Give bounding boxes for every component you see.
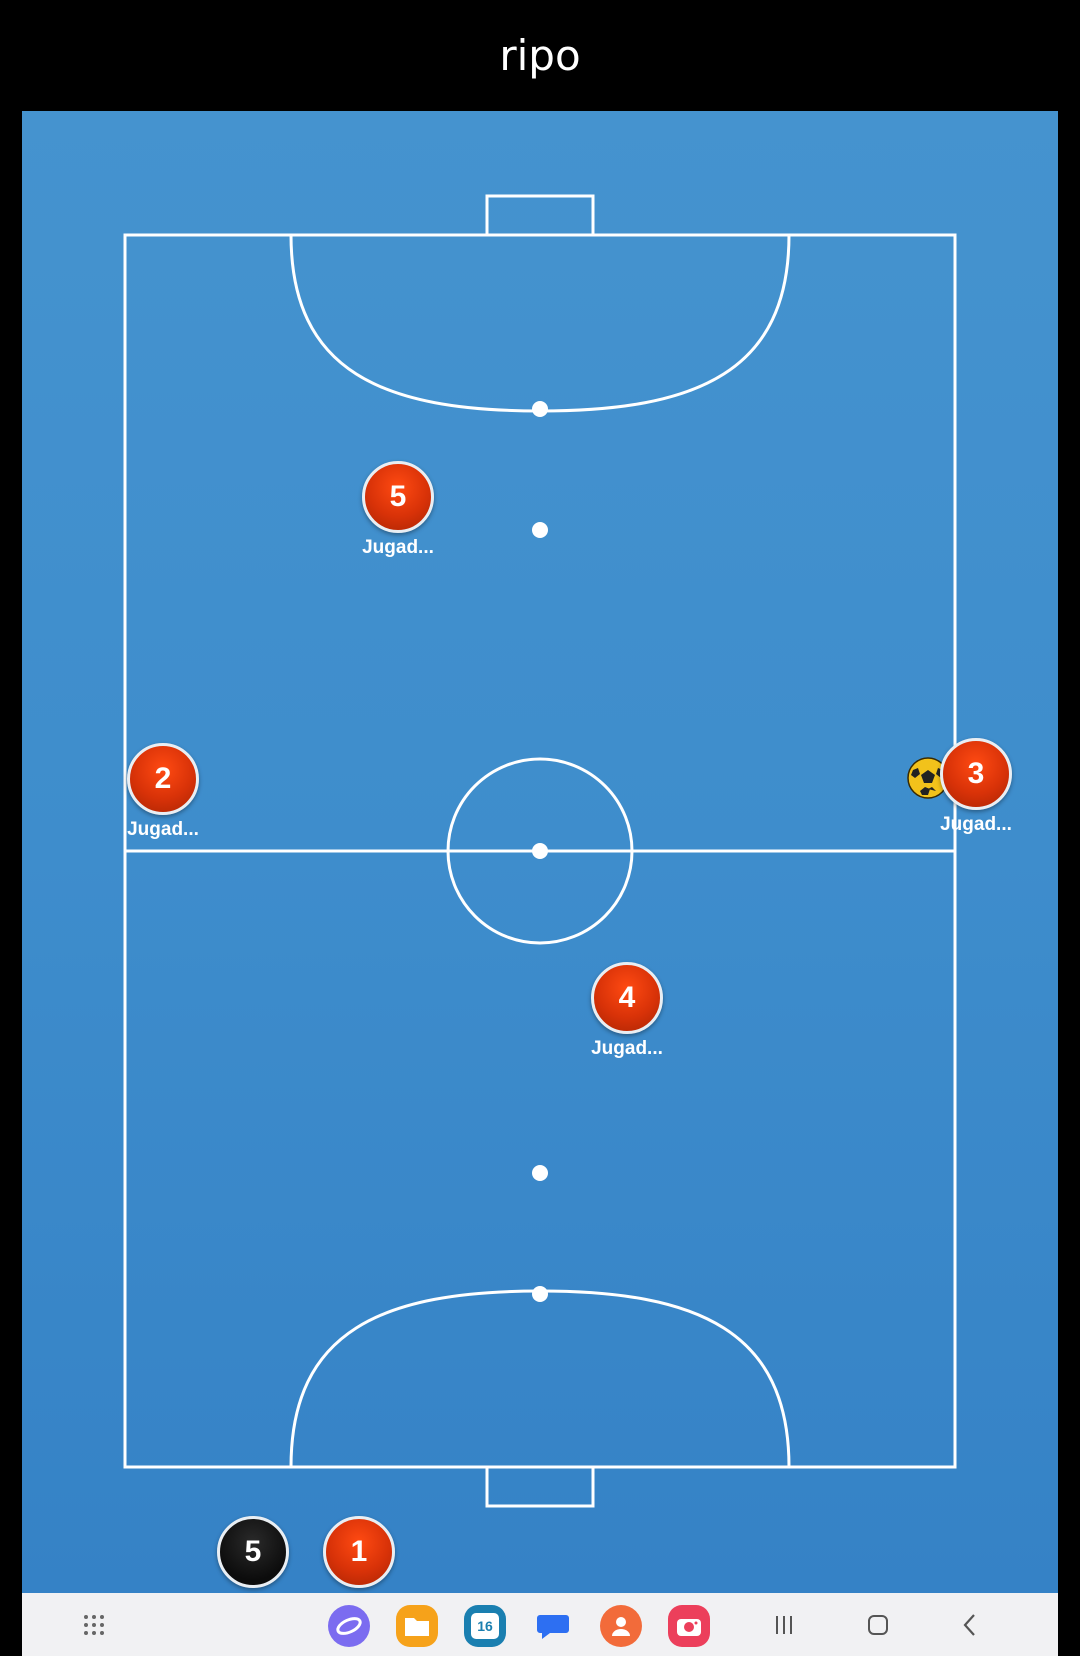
court-lines [123,194,957,1508]
messages-app-icon[interactable] [532,1605,574,1647]
bottom-second-penalty-spot [532,1165,548,1181]
bottom-penalty-spot [532,1286,548,1302]
top-penalty-area [289,234,791,413]
top-goal [485,194,595,237]
player-number: 4 [618,981,636,1014]
calendar-app-icon[interactable]: 16 [464,1605,506,1647]
player-label: Jugad... [127,819,199,840]
apps-grid-button[interactable] [74,1593,114,1656]
player-number: 2 [154,762,172,795]
recent-apps-button[interactable] [764,1593,804,1656]
recents-icon [776,1615,792,1634]
apps-grid-icon [84,1614,104,1635]
center-spot [532,843,548,859]
futsal-court[interactable]: 5 Jugad... 2 Jugad... 3 Jugad... 4 Jugad… [22,111,1058,1593]
player-label: Jugad... [362,537,434,558]
player-number: 5 [389,480,407,513]
calendar-day: 16 [477,1618,493,1634]
center-circle [446,757,634,945]
player-token-3[interactable]: 3 [940,738,1012,810]
home-icon [868,1614,888,1635]
back-icon [963,1613,975,1636]
left-frame [0,111,22,1593]
contacts-app-icon[interactable] [600,1605,642,1647]
camera-app-icon[interactable] [668,1605,710,1647]
player-label: Jugad... [940,814,1012,835]
back-button[interactable] [950,1593,990,1656]
player-number: 5 [244,1535,262,1568]
player-number: 3 [967,757,985,790]
player-token-2[interactable]: 2 [127,743,199,815]
player-label: Jugad... [591,1038,663,1059]
bench-player-token-5[interactable]: 5 [217,1516,289,1588]
app-title: ripo [499,31,581,80]
player-token-5[interactable]: 5 [362,461,434,533]
player-number: 1 [350,1535,368,1568]
bottom-penalty-area [289,1289,791,1468]
app-title-bar: ripo [0,0,1080,111]
bench-player-token-1[interactable]: 1 [323,1516,395,1588]
player-token-4[interactable]: 4 [591,962,663,1034]
top-penalty-spot [532,401,548,417]
system-taskbar: 16 [22,1593,1058,1656]
right-frame [1058,111,1080,1593]
files-app-icon[interactable] [396,1605,438,1647]
internet-app-icon[interactable] [328,1605,370,1647]
home-button[interactable] [858,1593,898,1656]
bottom-goal [485,1465,595,1508]
top-second-penalty-spot [532,522,548,538]
